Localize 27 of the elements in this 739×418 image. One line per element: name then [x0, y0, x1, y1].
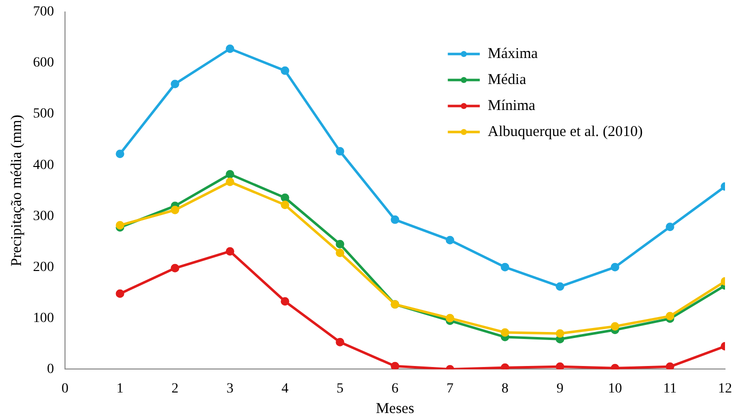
x-tick-label: 0 — [62, 381, 68, 396]
x-tick-label: 7 — [446, 381, 454, 396]
x-tick-label: 12 — [718, 381, 732, 396]
y-tick-label: 0 — [47, 362, 54, 377]
y-tick-label: 400 — [33, 158, 54, 173]
x-tick-label: 8 — [502, 381, 508, 396]
y-tick-label: 100 — [33, 310, 54, 326]
legend-label: Máxima — [488, 46, 538, 62]
x-axis-title: Meses — [376, 400, 414, 417]
x-tick-label: 4 — [282, 381, 288, 396]
x-tick-label: 2 — [172, 381, 178, 396]
x-tick-label: 6 — [392, 381, 398, 396]
y-tick-label: 500 — [33, 106, 54, 122]
x-tick-label: 5 — [336, 381, 344, 396]
y-axis-title: Precipitação média (mm) — [8, 114, 25, 266]
x-tick-label: 1 — [116, 381, 124, 396]
y-tick-label: 300 — [33, 208, 54, 224]
y-tick-label: 700 — [33, 4, 54, 20]
x-tick-label: 3 — [226, 381, 234, 396]
y-tick-label: 200 — [33, 260, 54, 275]
legend-label: Mínima — [488, 98, 536, 114]
legend-label: Média — [488, 72, 526, 88]
legend-label: Albuquerque et al. (2010) — [488, 124, 643, 140]
x-tick-label: 11 — [663, 381, 677, 396]
y-tick-label: 600 — [33, 56, 54, 71]
x-tick-label: 9 — [556, 381, 564, 396]
x-tick-label: 10 — [608, 381, 622, 396]
